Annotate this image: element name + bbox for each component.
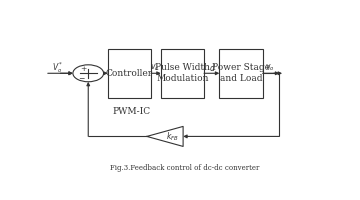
Text: Power Stage
and Load: Power Stage and Load	[212, 63, 270, 83]
Text: $V_o^*$: $V_o^*$	[52, 60, 63, 75]
Text: Pulse Width
Modulation: Pulse Width Modulation	[155, 63, 210, 83]
Text: PWM-IC: PWM-IC	[112, 107, 150, 116]
Text: $k_{FB}$: $k_{FB}$	[166, 130, 178, 143]
Text: $v_c$: $v_c$	[150, 63, 159, 73]
Text: $v_o$: $v_o$	[265, 63, 274, 73]
Text: Fig.3.Feedback control of dc-dc converter: Fig.3.Feedback control of dc-dc converte…	[110, 164, 259, 172]
Text: $d$: $d$	[209, 62, 216, 73]
Text: −: −	[78, 75, 85, 83]
Circle shape	[73, 65, 104, 82]
Bar	[161, 49, 204, 98]
Text: +: +	[80, 65, 86, 73]
Text: Controller: Controller	[106, 69, 153, 78]
Bar	[108, 49, 151, 98]
Bar	[219, 49, 263, 98]
